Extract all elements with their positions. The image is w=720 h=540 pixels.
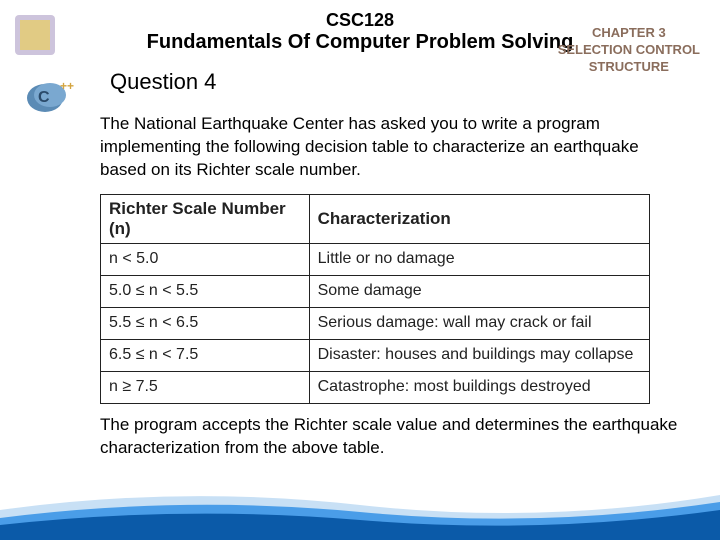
cell-desc: Disaster: houses and buildings may colla… [309, 339, 649, 371]
chapter-line-3: STRUCTURE [558, 59, 700, 76]
table-row: 6.5 ≤ n < 7.5 Disaster: houses and build… [101, 339, 650, 371]
table-row: n < 5.0 Little or no damage [101, 243, 650, 275]
cell-desc: Some damage [309, 275, 649, 307]
intro-paragraph: The National Earthquake Center has asked… [0, 113, 720, 182]
cell-range: 6.5 ≤ n < 7.5 [101, 339, 310, 371]
svg-text:++: ++ [60, 79, 74, 93]
header-cell-range: Richter Scale Number (n) [101, 194, 310, 243]
cell-range: n ≥ 7.5 [101, 371, 310, 403]
outro-paragraph: The program accepts the Richter scale va… [0, 404, 720, 460]
cell-desc: Catastrophe: most buildings destroyed [309, 371, 649, 403]
cpp-logo-icon: C ++ [20, 70, 90, 120]
table-row: n ≥ 7.5 Catastrophe: most buildings dest… [101, 371, 650, 403]
svg-text:C: C [38, 89, 50, 106]
table-row: 5.5 ≤ n < 6.5 Serious damage: wall may c… [101, 307, 650, 339]
chapter-label: CHAPTER 3 SELECTION CONTROL STRUCTURE [558, 25, 700, 76]
cell-range: n < 5.0 [101, 243, 310, 275]
header-cell-desc: Characterization [309, 194, 649, 243]
table-header-row: Richter Scale Number (n) Characterizatio… [101, 194, 650, 243]
table-row: 5.0 ≤ n < 5.5 Some damage [101, 275, 650, 307]
footer-wave-decoration [0, 480, 720, 540]
chapter-line-2: SELECTION CONTROL [558, 42, 700, 59]
decision-table: Richter Scale Number (n) Characterizatio… [100, 194, 650, 404]
cell-range: 5.0 ≤ n < 5.5 [101, 275, 310, 307]
cell-desc: Serious damage: wall may crack or fail [309, 307, 649, 339]
cell-desc: Little or no damage [309, 243, 649, 275]
cell-range: 5.5 ≤ n < 6.5 [101, 307, 310, 339]
chapter-line-1: CHAPTER 3 [558, 25, 700, 42]
